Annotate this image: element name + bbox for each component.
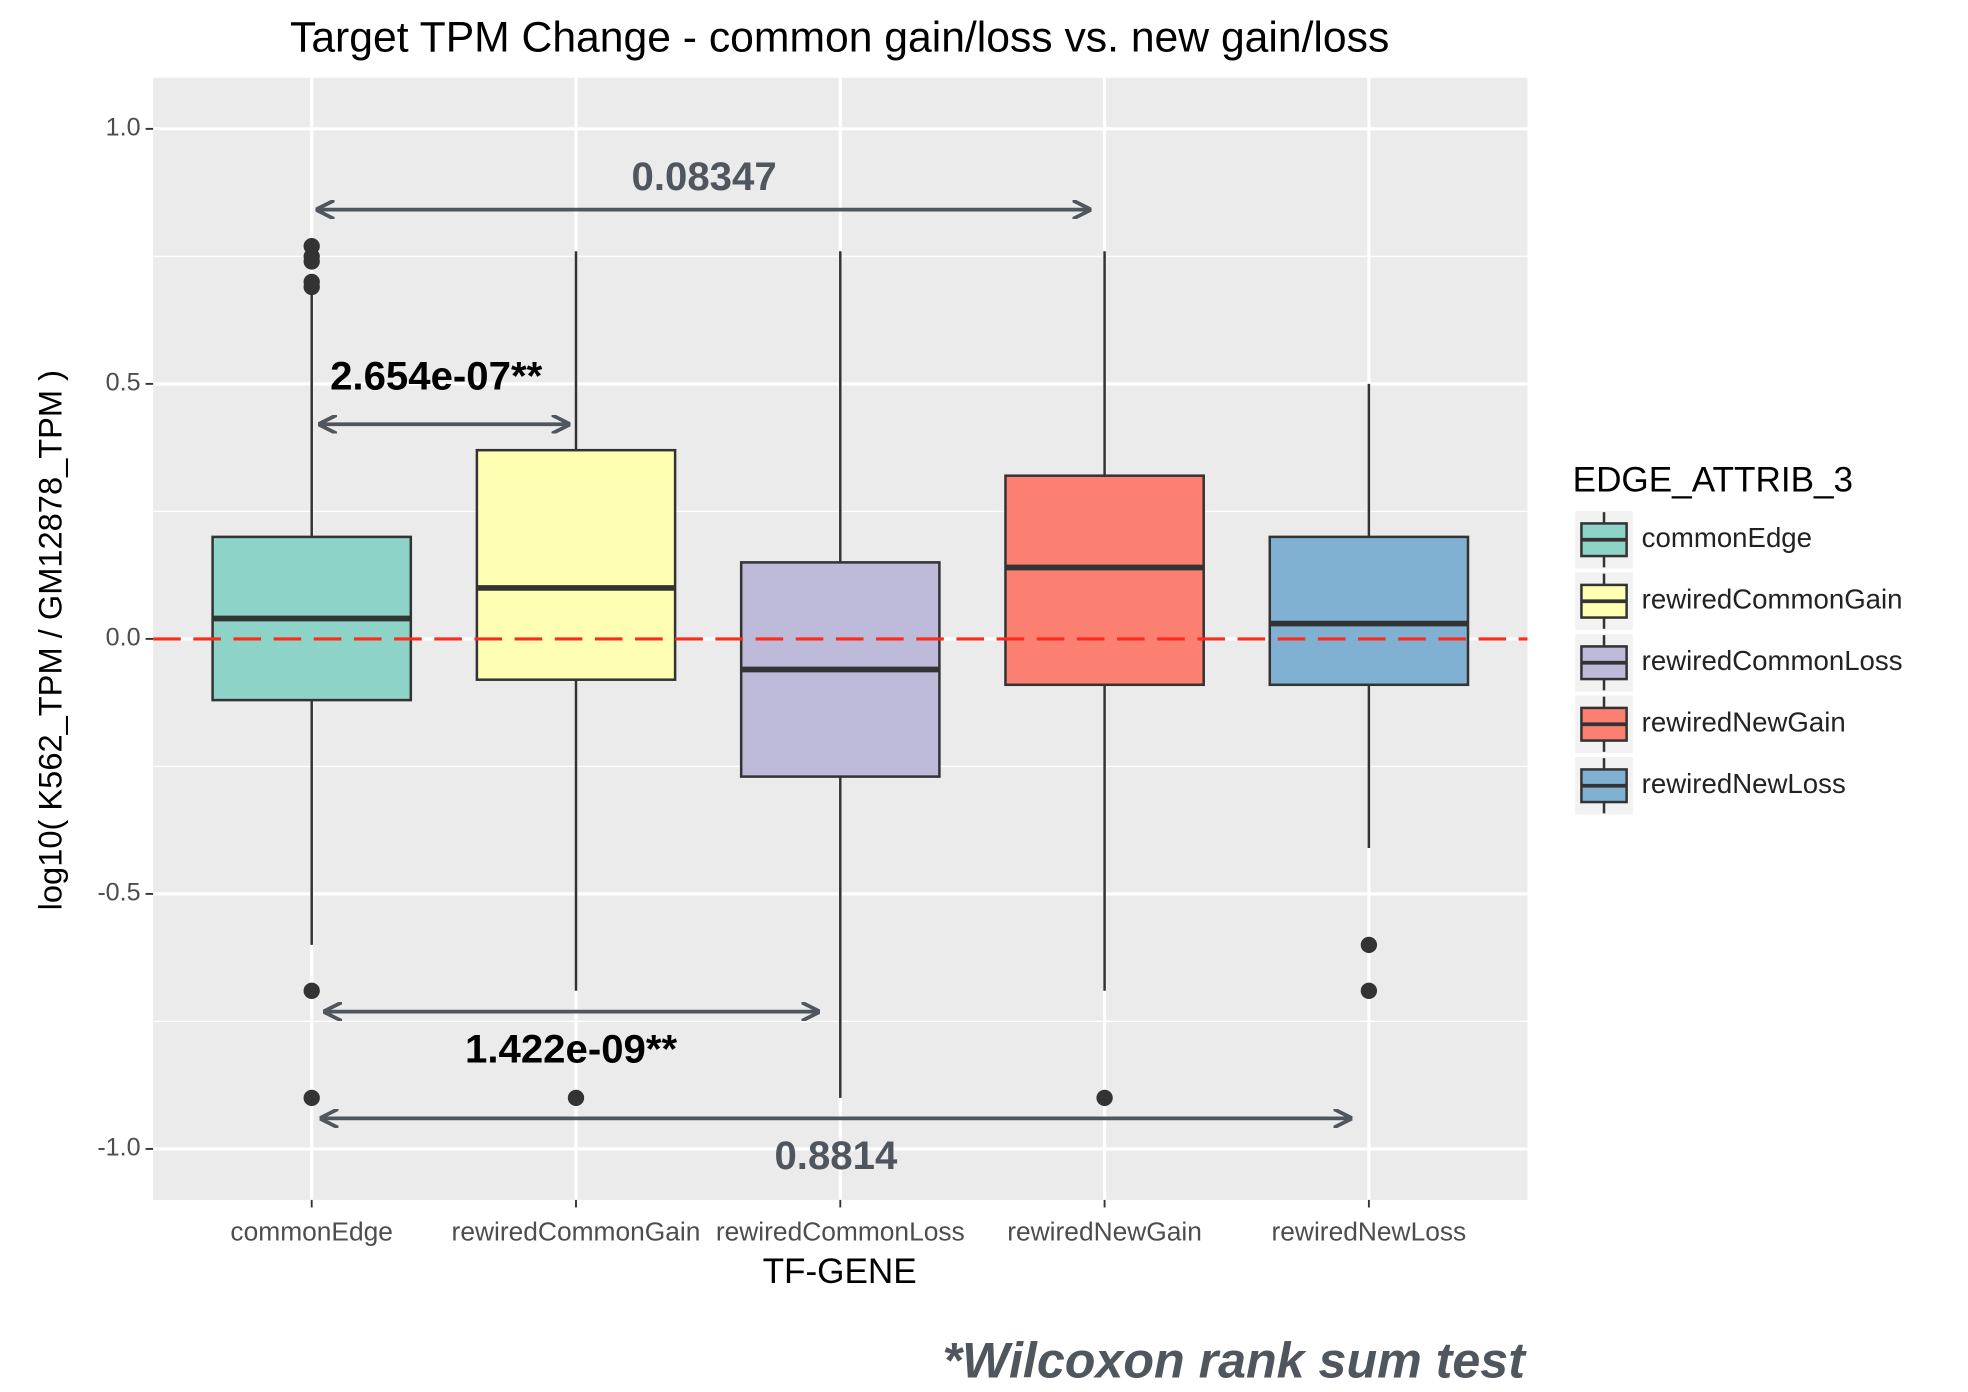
y-tick-label: -1.0 bbox=[97, 1134, 140, 1162]
outlier bbox=[567, 1089, 585, 1107]
outlier bbox=[1360, 936, 1378, 954]
legend-label: rewiredNewLoss bbox=[1642, 768, 1846, 799]
annotation-text: 1.422e-09** bbox=[465, 1026, 677, 1071]
outlier bbox=[1360, 982, 1378, 999]
footnote: *Wilcoxon rank sum test bbox=[943, 1333, 1528, 1389]
outlier bbox=[303, 982, 320, 999]
x-tick-label: commonEdge bbox=[230, 1217, 393, 1247]
x-tick-label: rewiredNewLoss bbox=[1272, 1217, 1467, 1247]
outlier bbox=[303, 1089, 320, 1107]
y-tick-label: 1.0 bbox=[106, 113, 141, 141]
annotation-text: 2.654e-07** bbox=[330, 354, 542, 399]
outlier bbox=[303, 278, 320, 296]
x-tick-label: rewiredCommonLoss bbox=[716, 1217, 965, 1247]
outlier bbox=[303, 253, 320, 270]
x-tick-label: rewiredNewGain bbox=[1007, 1217, 1202, 1247]
y-tick-label: -0.5 bbox=[97, 879, 140, 907]
annotation-text: 0.08347 bbox=[632, 154, 777, 199]
x-tick-label: rewiredCommonGain bbox=[452, 1217, 701, 1247]
legend-label: rewiredCommonGain bbox=[1642, 584, 1903, 615]
legend-label: rewiredNewGain bbox=[1642, 707, 1846, 738]
box bbox=[475, 448, 677, 681]
y-tick-label: 0.0 bbox=[106, 624, 141, 652]
box bbox=[1268, 535, 1470, 687]
x-axis-title: TF-GENE bbox=[763, 1252, 917, 1291]
chart-title: Target TPM Change - common gain/loss vs.… bbox=[290, 13, 1389, 61]
y-tick-label: 0.5 bbox=[106, 369, 141, 397]
y-axis-title: log10( K562_TPM / GM12878_TPM ) bbox=[31, 370, 68, 910]
legend-label: commonEdge bbox=[1642, 522, 1812, 553]
legend-label: rewiredCommonLoss bbox=[1642, 645, 1903, 676]
legend-title: EDGE_ATTRIB_3 bbox=[1573, 460, 1853, 499]
box bbox=[1004, 474, 1205, 687]
annotation-text: 0.8814 bbox=[774, 1133, 897, 1178]
outlier bbox=[1096, 1089, 1113, 1107]
